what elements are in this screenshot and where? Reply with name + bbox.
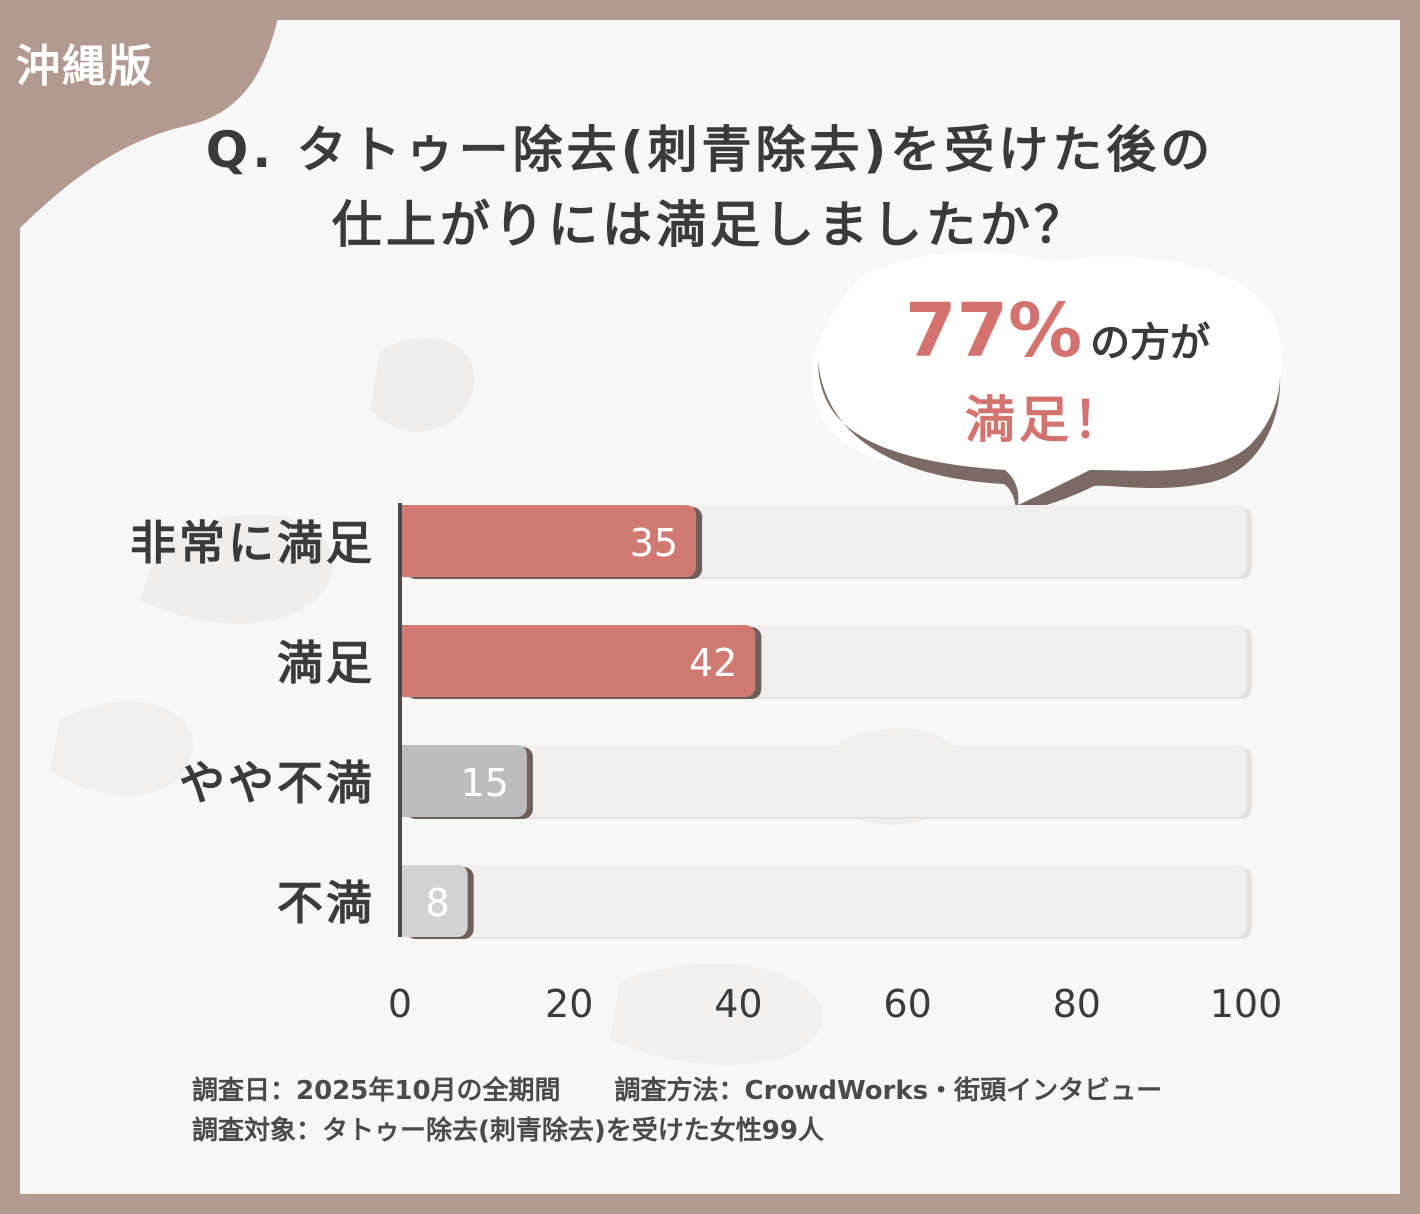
category-label: 満足 [277,636,375,690]
survey-method: 調査方法：CrowdWorks・街頭インタビュー [614,1076,1163,1106]
x-tick-label: 0 [388,982,412,1026]
survey-notes-line-1: 調査日：2025年10月の全期間 調査方法：CrowdWorks・街頭インタビュー [192,1070,1162,1107]
survey-date: 調査日：2025年10月の全期間 [192,1076,561,1106]
callout-line-2: 満足！ [965,391,1127,449]
data-label: 42 [689,641,737,685]
card-background [20,20,1400,1194]
bar [400,745,527,817]
bar-left-square [400,865,412,937]
corner-tab [0,0,282,230]
data-label: 15 [461,761,509,805]
category-label: 非常に満足 [130,516,375,570]
bar-left-square [400,625,412,697]
data-label: 35 [630,521,678,565]
bar-left-square [400,745,412,817]
callout-percent: 77% [905,288,1083,374]
bar-track [400,865,1246,937]
survey-target: 調査対象：タトゥー除去(刺青除去)を受けた女性99人 [192,1116,824,1146]
bar-left-square [400,505,412,577]
question-title-line-2: 仕上がりには満足しましたか？ [332,196,1088,254]
category-label: やや不満 [179,756,375,810]
question-title-line-1: Q. タトゥー除去(刺青除去)を受けた後の [205,121,1215,179]
x-tick-label: 40 [714,982,762,1026]
x-tick-label: 60 [883,982,931,1026]
bar [400,625,756,697]
bar-track [400,745,1246,817]
x-tick-label: 100 [1210,982,1283,1026]
region-tag: 沖縄版 [16,41,154,92]
data-label: 8 [425,881,449,925]
bar [400,865,468,937]
x-tick-label: 80 [1053,982,1101,1026]
callout-tail-text: の方が [1090,320,1211,366]
x-tick-label: 20 [545,982,593,1026]
category-label: 不満 [277,876,375,930]
callout-line-1: 77% の方が [905,288,1210,374]
bar [400,505,697,577]
